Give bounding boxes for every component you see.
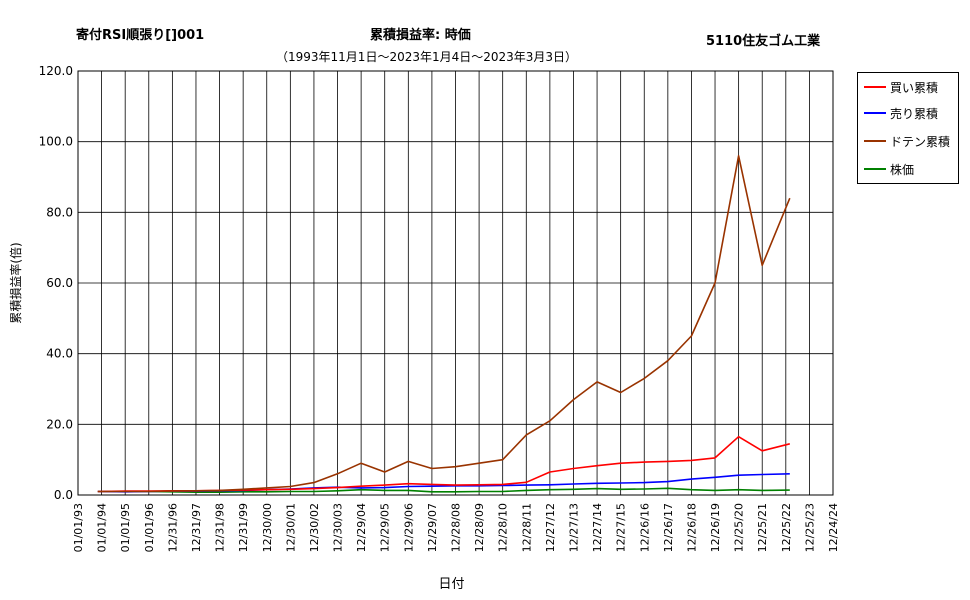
legend-label-price: 株価	[890, 162, 915, 177]
y-tick-label: 0.0	[54, 488, 73, 502]
x-tick-label: 12/25/20	[733, 503, 746, 552]
x-tick-label: 12/27/13	[567, 503, 580, 552]
x-tick-label: 12/26/17	[662, 503, 675, 552]
x-tick-label: 12/29/07	[426, 503, 439, 552]
legend-swatch-doten	[864, 140, 886, 142]
legend: 買い累積 売り累積 ドテン累積 株価	[857, 72, 959, 184]
y-tick-label: 120.0	[39, 64, 73, 78]
legend-item-doten: ドテン累積	[864, 133, 950, 149]
legend-label-sell: 売り累積	[890, 106, 939, 121]
x-tick-label: 12/26/18	[685, 503, 698, 552]
x-tick-label: 12/31/99	[237, 503, 250, 552]
x-tick-label: 12/28/10	[497, 503, 510, 552]
chart-subtitle: （1993年11月1日～2023年1月4日～2023年3月3日）	[276, 50, 578, 64]
series-line-doten	[97, 155, 791, 493]
x-tick-label: 12/25/23	[803, 503, 816, 552]
legend-label-doten: ドテン累積	[890, 134, 951, 149]
x-tick-label: 12/30/03	[332, 503, 345, 552]
x-tick-label: 12/25/21	[756, 503, 769, 552]
legend-label-buy: 買い累積	[890, 80, 939, 95]
x-tick-label: 12/29/04	[355, 503, 368, 552]
x-tick-label: 12/25/22	[780, 503, 793, 552]
x-tick-label: 12/31/98	[214, 503, 227, 552]
x-tick-label: 12/26/16	[638, 503, 651, 552]
legend-item-price: 株価	[864, 161, 914, 177]
x-tick-label: 01/01/95	[119, 503, 132, 552]
legend-item-buy: 買い累積	[864, 79, 938, 95]
chart-title-right: 5110住友ゴム工業	[706, 34, 821, 49]
legend-swatch-price	[864, 168, 886, 170]
x-tick-label: 12/27/14	[591, 503, 604, 552]
x-tick-label: 01/01/93	[72, 503, 85, 552]
x-tick-label: 12/29/05	[379, 503, 392, 552]
x-tick-label: 01/01/96	[143, 503, 156, 552]
x-tick-label: 12/28/11	[520, 503, 533, 552]
x-tick-label: 01/01/94	[96, 503, 109, 552]
x-tick-label: 12/30/01	[284, 503, 297, 552]
x-tick-label: 12/28/09	[473, 503, 486, 552]
legend-swatch-sell	[864, 112, 886, 114]
x-tick-label: 12/30/00	[261, 503, 274, 552]
chart-title-center: 累積損益率: 時価	[370, 28, 471, 43]
x-tick-label: 12/31/96	[166, 503, 179, 552]
x-tick-label: 12/30/02	[308, 503, 321, 552]
y-tick-label: 20.0	[46, 417, 73, 431]
x-tick-label: 12/27/12	[544, 503, 557, 552]
y-axis-label: 累積損益率(倍)	[8, 242, 23, 323]
legend-item-sell: 売り累積	[864, 105, 938, 121]
x-tick-label: 12/26/19	[709, 503, 722, 552]
x-tick-label: 12/29/06	[402, 503, 415, 552]
x-tick-label: 12/28/08	[450, 503, 463, 552]
x-tick-label: 12/31/97	[190, 503, 203, 552]
y-tick-label: 100.0	[39, 135, 73, 149]
chart-title-left: 寄付RSI順張り[]001	[76, 28, 205, 43]
series-line-price	[97, 487, 790, 494]
x-tick-label: 12/24/24	[827, 503, 840, 552]
x-axis-label: 日付	[438, 577, 464, 592]
legend-swatch-buy	[864, 86, 886, 88]
y-tick-label: 40.0	[46, 347, 73, 361]
x-tick-label: 12/27/15	[615, 503, 628, 552]
y-tick-label: 80.0	[46, 205, 73, 219]
y-tick-label: 60.0	[46, 276, 73, 290]
